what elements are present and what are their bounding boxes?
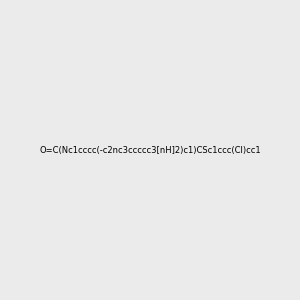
Text: O=C(Nc1cccc(-c2nc3ccccc3[nH]2)c1)CSc1ccc(Cl)cc1: O=C(Nc1cccc(-c2nc3ccccc3[nH]2)c1)CSc1ccc… [39, 146, 261, 154]
